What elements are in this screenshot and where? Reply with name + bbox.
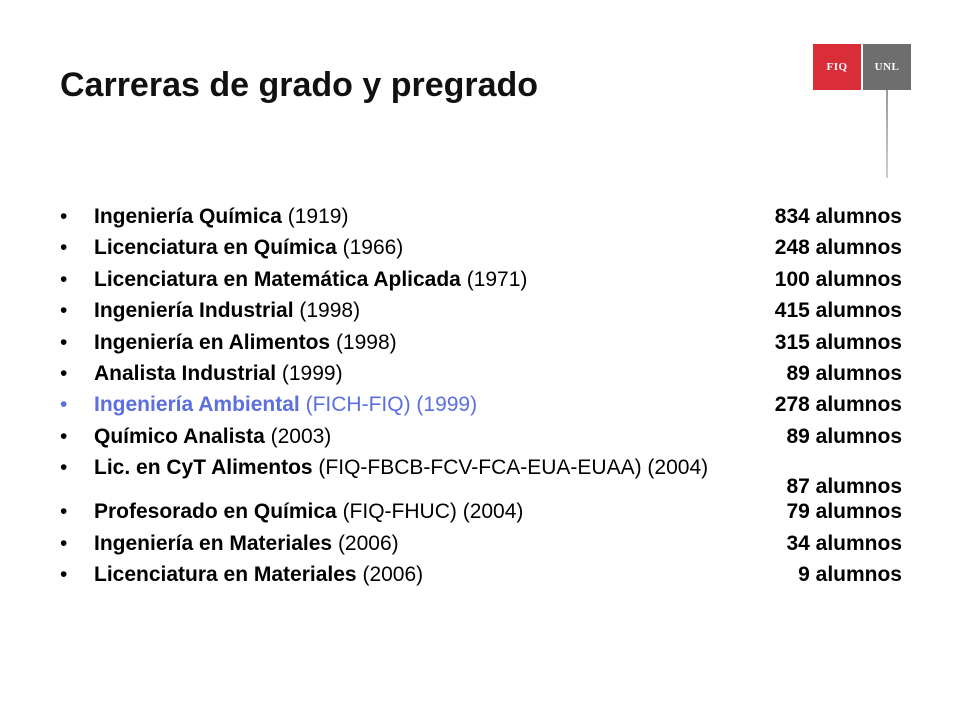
student-count: 87 alumnos bbox=[786, 475, 902, 499]
student-count: 34 alumnos bbox=[786, 531, 902, 555]
student-count: 9 alumnos bbox=[798, 562, 902, 586]
unl-logo: UNL bbox=[863, 44, 911, 90]
career-detail: (2006) bbox=[332, 531, 399, 555]
career-name: Licenciatura en Materiales bbox=[94, 562, 357, 586]
career-detail: (1998) bbox=[330, 330, 397, 354]
list-item: • Ingeniería Química (1919) 834 alumnos bbox=[60, 201, 920, 232]
career-detail: (1999) bbox=[276, 361, 343, 385]
list-item: • Lic. en CyT Alimentos (FIQ-FBCB-FCV-FC… bbox=[60, 452, 920, 498]
career-text: Lic. en CyT Alimentos (FIQ-FBCB-FCV-FCA-… bbox=[94, 452, 708, 483]
career-name: Analista Industrial bbox=[94, 361, 277, 385]
career-text: Analista Industrial (1999) bbox=[94, 358, 343, 389]
bullet-icon: • bbox=[60, 424, 68, 448]
career-name: Lic. en CyT Alimentos bbox=[94, 456, 313, 480]
student-count: 79 alumnos bbox=[786, 500, 902, 524]
career-detail: (FIQ-FHUC) (2004) bbox=[336, 500, 524, 524]
list-item: • Analista Industrial (1999) 89 alumnos bbox=[60, 358, 920, 389]
career-detail: (2006) bbox=[356, 562, 424, 586]
list-item: • Profesorado en Química (FIQ-FHUC) (200… bbox=[60, 496, 920, 527]
list-item: • Licenciatura en Química (1966) 248 alu… bbox=[60, 232, 920, 263]
career-detail: (1919) bbox=[281, 205, 349, 228]
student-count: 834 alumnos bbox=[774, 205, 902, 228]
list-item: • Licenciatura en Matemática Aplicada (1… bbox=[60, 264, 920, 295]
bullet-icon: • bbox=[60, 236, 68, 260]
fiq-logo: FIQ bbox=[813, 44, 861, 90]
career-text: Ingeniería Industrial (1998) bbox=[94, 295, 360, 326]
career-name: Ingeniería Ambiental bbox=[94, 393, 300, 417]
bullet-icon: • bbox=[60, 531, 68, 555]
student-count: 315 alumnos bbox=[774, 330, 902, 354]
career-name: Licenciatura en Química bbox=[94, 236, 337, 260]
list-item: • Ingeniería Industrial (1998) 415 alumn… bbox=[60, 295, 920, 326]
career-detail: (2003) bbox=[264, 424, 332, 448]
list-item-highlighted: • Ingeniería Ambiental (FICH-FIQ) (1999)… bbox=[60, 389, 920, 420]
career-name: Ingeniería Industrial bbox=[94, 299, 294, 323]
career-text: Ingeniería Química (1919) bbox=[94, 201, 348, 232]
career-name: Químico Analista bbox=[94, 424, 265, 448]
career-name: Licenciatura en Matemática Aplicada bbox=[94, 267, 461, 291]
logo-divider-line bbox=[886, 90, 888, 178]
bullet-icon: • bbox=[60, 205, 68, 228]
career-text: Químico Analista (2003) bbox=[94, 421, 331, 452]
career-text: Licenciatura en Química (1966) bbox=[94, 232, 403, 263]
bullet-icon: • bbox=[60, 299, 68, 323]
student-count: 278 alumnos bbox=[774, 393, 902, 417]
career-name: Profesorado en Química bbox=[94, 500, 337, 524]
career-detail: (1966) bbox=[336, 236, 404, 260]
list-item: • Ingeniería en Alimentos (1998) 315 alu… bbox=[60, 327, 920, 358]
career-text: Licenciatura en Matemática Aplicada (197… bbox=[94, 264, 527, 295]
list-item: • Químico Analista (2003) 89 alumnos bbox=[60, 421, 920, 452]
bullet-icon: • bbox=[60, 456, 68, 480]
career-detail: (1971) bbox=[460, 267, 528, 291]
career-detail: (1998) bbox=[293, 299, 361, 323]
list-item: • Licenciatura en Materiales (2006) 9 al… bbox=[60, 559, 920, 590]
bullet-icon: • bbox=[60, 361, 68, 385]
bullet-icon: • bbox=[60, 500, 68, 524]
slide-title: Carreras de grado y pregrado bbox=[60, 66, 539, 104]
career-detail: (FIQ-FBCB-FCV-FCA-EUA-EUAA) (2004) bbox=[312, 456, 709, 480]
list-item: • Ingeniería en Materiales (2006) 34 alu… bbox=[60, 528, 920, 559]
career-text: Licenciatura en Materiales (2006) bbox=[94, 559, 423, 590]
career-name: Ingeniería en Materiales bbox=[94, 531, 333, 555]
career-name: Ingeniería Química bbox=[94, 205, 282, 228]
bullet-icon: • bbox=[60, 330, 68, 354]
student-count: 248 alumnos bbox=[774, 236, 902, 260]
career-name: Ingeniería en Alimentos bbox=[94, 330, 331, 354]
career-text: Ingeniería en Alimentos (1998) bbox=[94, 327, 397, 358]
student-count: 415 alumnos bbox=[774, 299, 902, 323]
bullet-icon: • bbox=[60, 267, 68, 291]
career-text: Ingeniería en Materiales (2006) bbox=[94, 528, 399, 559]
bullet-icon: • bbox=[60, 562, 68, 586]
career-text: Profesorado en Química (FIQ-FHUC) (2004) bbox=[94, 496, 523, 527]
bullet-icon: • bbox=[60, 393, 68, 417]
careers-list: • Ingeniería Química (1919) 834 alumnos … bbox=[60, 201, 920, 590]
career-text: Ingeniería Ambiental (FICH-FIQ) (1999) bbox=[94, 389, 477, 420]
student-count: 89 alumnos bbox=[786, 424, 902, 448]
career-detail: (FICH-FIQ) (1999) bbox=[299, 393, 478, 417]
student-count: 89 alumnos bbox=[786, 361, 902, 385]
student-count: 100 alumnos bbox=[774, 267, 902, 291]
